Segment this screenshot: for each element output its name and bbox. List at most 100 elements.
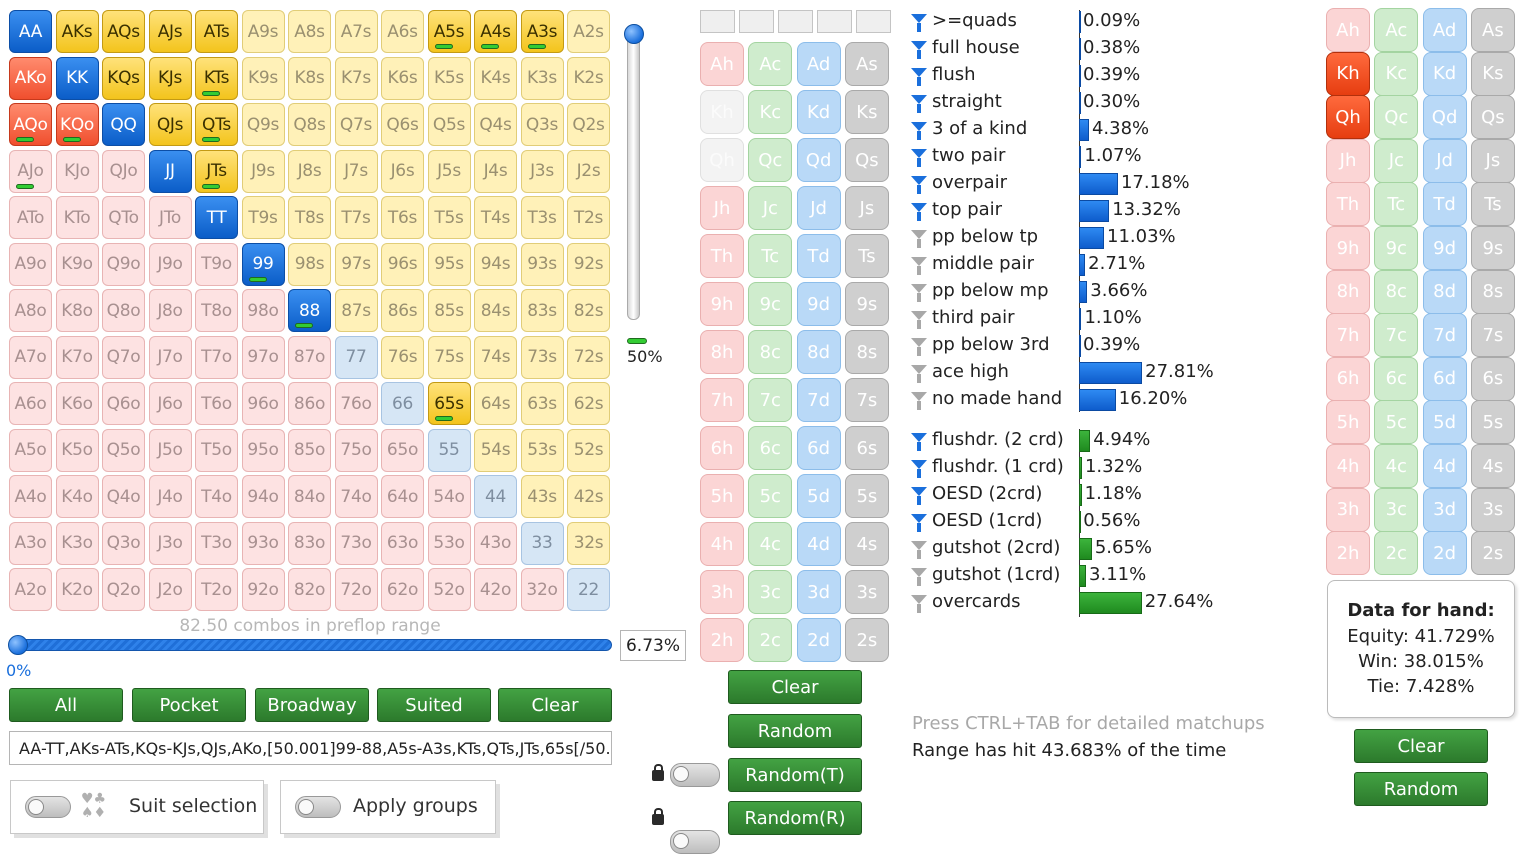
hand-cell-94s[interactable]: 94s	[474, 242, 517, 286]
hand-cell-64o[interactable]: 64o	[381, 475, 424, 518]
filter-icon[interactable]	[911, 487, 927, 505]
hand-cell-T5o[interactable]: T5o	[195, 428, 238, 472]
board-card-6s[interactable]: 6s	[844, 426, 889, 470]
hand-cell-J6o[interactable]: J6o	[148, 382, 192, 425]
filter-icon[interactable]	[911, 122, 927, 140]
hand-cell-98s[interactable]: 98s	[288, 242, 331, 286]
hand-card-7d[interactable]: 7d	[1422, 313, 1467, 358]
hand-card-Ah[interactable]: Ah	[1326, 8, 1370, 52]
hand-card-Ts[interactable]: Ts	[1470, 182, 1515, 227]
hand-cell-K5s[interactable]: K5s	[427, 56, 471, 100]
hand-cell-Q3o[interactable]: Q3o	[102, 521, 145, 565]
hand-cell-KJs[interactable]: KJs	[148, 56, 192, 100]
filter-icon[interactable]	[911, 257, 927, 275]
suited-button[interactable]: Suited	[377, 688, 491, 722]
hand-cell-AJo[interactable]: AJo	[9, 149, 52, 193]
hand-cell-76s[interactable]: 76s	[381, 335, 424, 379]
hand-cell-74s[interactable]: 74s	[474, 335, 517, 379]
hand-cell-JTs[interactable]: JTs	[195, 149, 238, 193]
board-card-Ah[interactable]: Ah	[700, 42, 744, 86]
board-card-Th[interactable]: Th	[700, 234, 744, 278]
hand-cell-87o[interactable]: 87o	[288, 335, 331, 379]
filter-icon[interactable]	[911, 284, 927, 302]
hand-cell-74o[interactable]: 74o	[334, 475, 378, 518]
hand-card-5s[interactable]: 5s	[1470, 400, 1515, 445]
hand-card-2c[interactable]: 2c	[1374, 531, 1419, 576]
hand-cell-Q4o[interactable]: Q4o	[102, 475, 145, 518]
hand-cell-82o[interactable]: 82o	[288, 568, 331, 611]
hand-card-9s[interactable]: 9s	[1470, 226, 1515, 270]
hand-cell-Q9s[interactable]: Q9s	[241, 103, 285, 146]
lock-icon[interactable]	[652, 808, 664, 825]
hand-card-Jc[interactable]: Jc	[1374, 138, 1419, 183]
weight-slider-track[interactable]	[627, 30, 640, 320]
hand-card-4c[interactable]: 4c	[1374, 444, 1419, 488]
hand-cell-66[interactable]: 66	[381, 382, 424, 425]
hand-cell-KTs[interactable]: KTs	[195, 56, 238, 100]
hand-card-Td[interactable]: Td	[1422, 182, 1467, 227]
pocket-button[interactable]: Pocket	[132, 688, 246, 722]
board-slot-2[interactable]	[739, 10, 774, 33]
hand-cell-KTo[interactable]: KTo	[55, 196, 99, 239]
hand-cell-96s[interactable]: 96s	[381, 242, 424, 286]
hand-cell-J2o[interactable]: J2o	[148, 568, 192, 611]
hand-cell-A7o[interactable]: A7o	[9, 335, 52, 379]
hand-cell-AKo[interactable]: AKo	[9, 56, 52, 100]
hand-cell-75s[interactable]: 75s	[427, 335, 471, 379]
hand-cell-T6o[interactable]: T6o	[195, 382, 238, 425]
hand-cell-A9s[interactable]: A9s	[241, 10, 285, 53]
range-text-input[interactable]: AA-TT,AKs-ATs,KQs-KJs,QJs,AKo,[50.001]99…	[9, 731, 612, 765]
hand-cell-64s[interactable]: 64s	[474, 382, 517, 425]
hand-clear-button[interactable]: Clear	[1354, 729, 1488, 763]
hand-cell-A9o[interactable]: A9o	[9, 242, 52, 286]
hand-cell-J7o[interactable]: J7o	[148, 335, 192, 379]
hand-cell-A8o[interactable]: A8o	[9, 289, 52, 332]
hand-cell-96o[interactable]: 96o	[241, 382, 285, 425]
hand-cell-J4s[interactable]: J4s	[474, 149, 517, 193]
hand-cell-T3s[interactable]: T3s	[520, 196, 564, 239]
hand-cell-K7o[interactable]: K7o	[55, 335, 99, 379]
board-card-4h[interactable]: 4h	[700, 522, 744, 566]
board-card-9h[interactable]: 9h	[700, 282, 744, 326]
hand-cell-A6o[interactable]: A6o	[9, 382, 52, 425]
hand-cell-77[interactable]: 77	[334, 335, 378, 379]
hand-card-Kd[interactable]: Kd	[1422, 51, 1467, 96]
hand-card-6h[interactable]: 6h	[1326, 356, 1370, 401]
board-card-9c[interactable]: 9c	[748, 282, 793, 326]
hand-cell-J5o[interactable]: J5o	[148, 428, 192, 472]
broadway-button[interactable]: Broadway	[255, 688, 369, 722]
hand-cell-Q7s[interactable]: Q7s	[334, 103, 378, 146]
hand-card-5h[interactable]: 5h	[1326, 400, 1370, 445]
hand-cell-AQo[interactable]: AQo	[9, 103, 52, 146]
hand-card-9h[interactable]: 9h	[1326, 226, 1370, 270]
hand-cell-62s[interactable]: 62s	[567, 382, 610, 425]
hand-card-4s[interactable]: 4s	[1470, 444, 1515, 488]
hand-cell-A7s[interactable]: A7s	[334, 10, 378, 53]
board-card-8d[interactable]: 8d	[796, 330, 841, 374]
filter-icon[interactable]	[911, 14, 927, 32]
hand-cell-97s[interactable]: 97s	[334, 242, 378, 286]
hand-card-Ad[interactable]: Ad	[1422, 8, 1467, 52]
hand-cell-A3o[interactable]: A3o	[9, 521, 52, 565]
hand-cell-T8s[interactable]: T8s	[288, 196, 331, 239]
filter-icon[interactable]	[911, 541, 927, 559]
hand-cell-Q5o[interactable]: Q5o	[102, 428, 145, 472]
hand-cell-T6s[interactable]: T6s	[381, 196, 424, 239]
board-card-Qh[interactable]: Qh	[700, 138, 744, 182]
hand-cell-43o[interactable]: 43o	[474, 521, 517, 565]
board-card-Js[interactable]: Js	[844, 186, 889, 230]
filter-icon[interactable]	[911, 311, 927, 329]
filter-icon[interactable]	[911, 149, 927, 167]
hand-cell-T4o[interactable]: T4o	[195, 475, 238, 518]
hand-card-Ks[interactable]: Ks	[1470, 51, 1515, 96]
hand-cell-85o[interactable]: 85o	[288, 428, 331, 472]
hand-cell-22[interactable]: 22	[567, 568, 610, 611]
board-card-5c[interactable]: 5c	[748, 474, 793, 518]
hand-cell-32o[interactable]: 32o	[520, 568, 564, 611]
hand-card-Qh[interactable]: Qh	[1326, 95, 1370, 140]
hand-cell-Q4s[interactable]: Q4s	[474, 103, 517, 146]
hand-cell-A4s[interactable]: A4s	[474, 10, 517, 53]
hand-card-2s[interactable]: 2s	[1470, 531, 1515, 576]
board-card-2s[interactable]: 2s	[844, 618, 889, 662]
hand-cell-85s[interactable]: 85s	[427, 289, 471, 332]
